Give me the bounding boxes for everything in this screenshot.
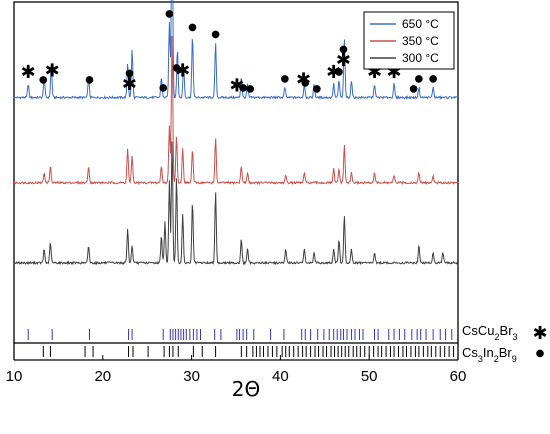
x-tick-label: 20 [94,368,111,385]
peak-marker-dot: ● [429,73,438,84]
peak-marker-asterisk: ✱ [45,61,60,82]
x-tick-label: 40 [272,368,289,385]
peak-marker-dot: ● [125,68,134,79]
peak-marker-dot: ● [165,8,174,19]
peak-marker-dot: ● [211,29,220,40]
peak-marker-dot: ● [280,73,289,84]
reference-pattern-labels: CsCu2Br3 ✱Cs3In2Br9 ● [462,323,548,364]
peak-marker-dot: ● [246,83,255,94]
peak-marker-dot: ● [188,22,197,33]
x-tick-label: 50 [361,368,378,385]
label-subscript: 3 [478,354,483,364]
x-tick-label: 30 [183,368,200,385]
label-text: Br [499,345,513,360]
series-line-2 [13,141,459,266]
label-text: In [483,345,494,360]
legend-entry-0: 650 °C [402,17,439,31]
legend-entry-2: 300 °C [402,51,439,65]
reference-symbol-0: ✱ [532,323,547,344]
peak-marker-dot: ● [339,44,348,55]
peak-marker-asterisk: ✱ [336,50,351,71]
label-subscript: 2 [495,332,500,342]
x-tick-label: 60 [450,368,467,385]
series-line-0 [13,0,459,100]
label-text: CsCu [462,323,495,338]
peak-marker-dot: ● [172,63,181,74]
x-axis-title: 2Θ [232,377,260,401]
peak-marker-asterisk: ✱ [21,62,36,83]
reference-symbol-1: ● [536,348,545,359]
label-subscript: 3 [513,332,518,342]
peak-marker-dot: ● [409,83,418,94]
peak-marker-dot: ● [239,83,248,94]
legend-entry-1: 350 °C [402,34,439,48]
reference-label-0: CsCu2Br3 [462,323,518,342]
peak-marker-dot: ● [85,75,94,86]
label-subscript: 2 [494,354,499,364]
peak-marker-asterisk: ✱ [229,75,244,96]
peak-marker-dot: ● [301,78,310,89]
peak-marker-asterisk: ✱ [296,70,311,91]
peak-marker-asterisk: ✱ [175,61,190,82]
peak-marker-asterisk: ✱ [326,62,341,83]
peak-marker-dot: ● [159,83,168,94]
label-text: Cs [462,345,478,360]
peak-marker-dot: ● [312,83,321,94]
series-line-1 [13,36,459,186]
peak-marker-dot: ● [335,66,344,77]
reference-label-1: Cs3In2Br9 [462,345,517,364]
peak-marker-dot: ● [415,73,424,84]
x-tick-label: 10 [6,368,23,385]
legend: 650 °C 350 °C 300 °C [363,11,455,70]
x-axis: 10 20 30 40 50 60 [6,355,467,385]
peak-marker-dot: ● [39,75,48,86]
label-text: Br [500,323,514,338]
label-subscript: 9 [512,354,517,364]
peak-marker-asterisk: ✱ [122,74,137,95]
